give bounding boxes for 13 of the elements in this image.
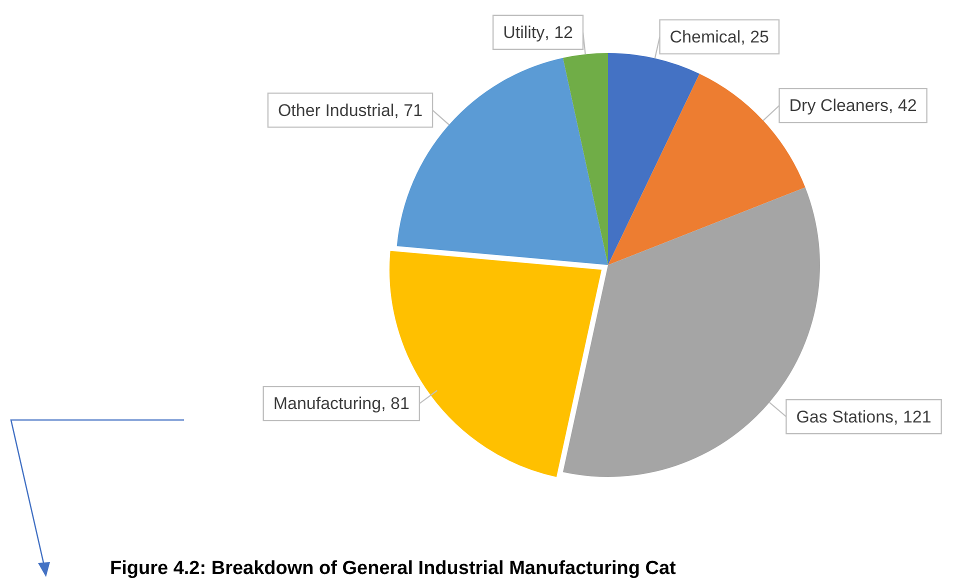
caption: Figure 4.2: Breakdown of General Industrial Manufacturing Cat — [110, 558, 676, 580]
data-label: , 121 — [894, 407, 932, 426]
data-label: , 81 — [381, 394, 410, 414]
data-label: , 12 — [544, 23, 573, 42]
slice-label: Dry Cleaners — [789, 96, 888, 116]
slice-label: Chemical — [670, 27, 741, 46]
slice-label: Other Industrial — [278, 100, 394, 120]
data-label: , 25 — [740, 27, 769, 46]
slice-label: Gas Stations — [796, 407, 894, 426]
data-label: , 42 — [888, 96, 917, 116]
slice-label: Manufacturing — [273, 394, 382, 414]
slice-label: Utility — [503, 23, 546, 42]
data-label: , 71 — [394, 100, 423, 120]
